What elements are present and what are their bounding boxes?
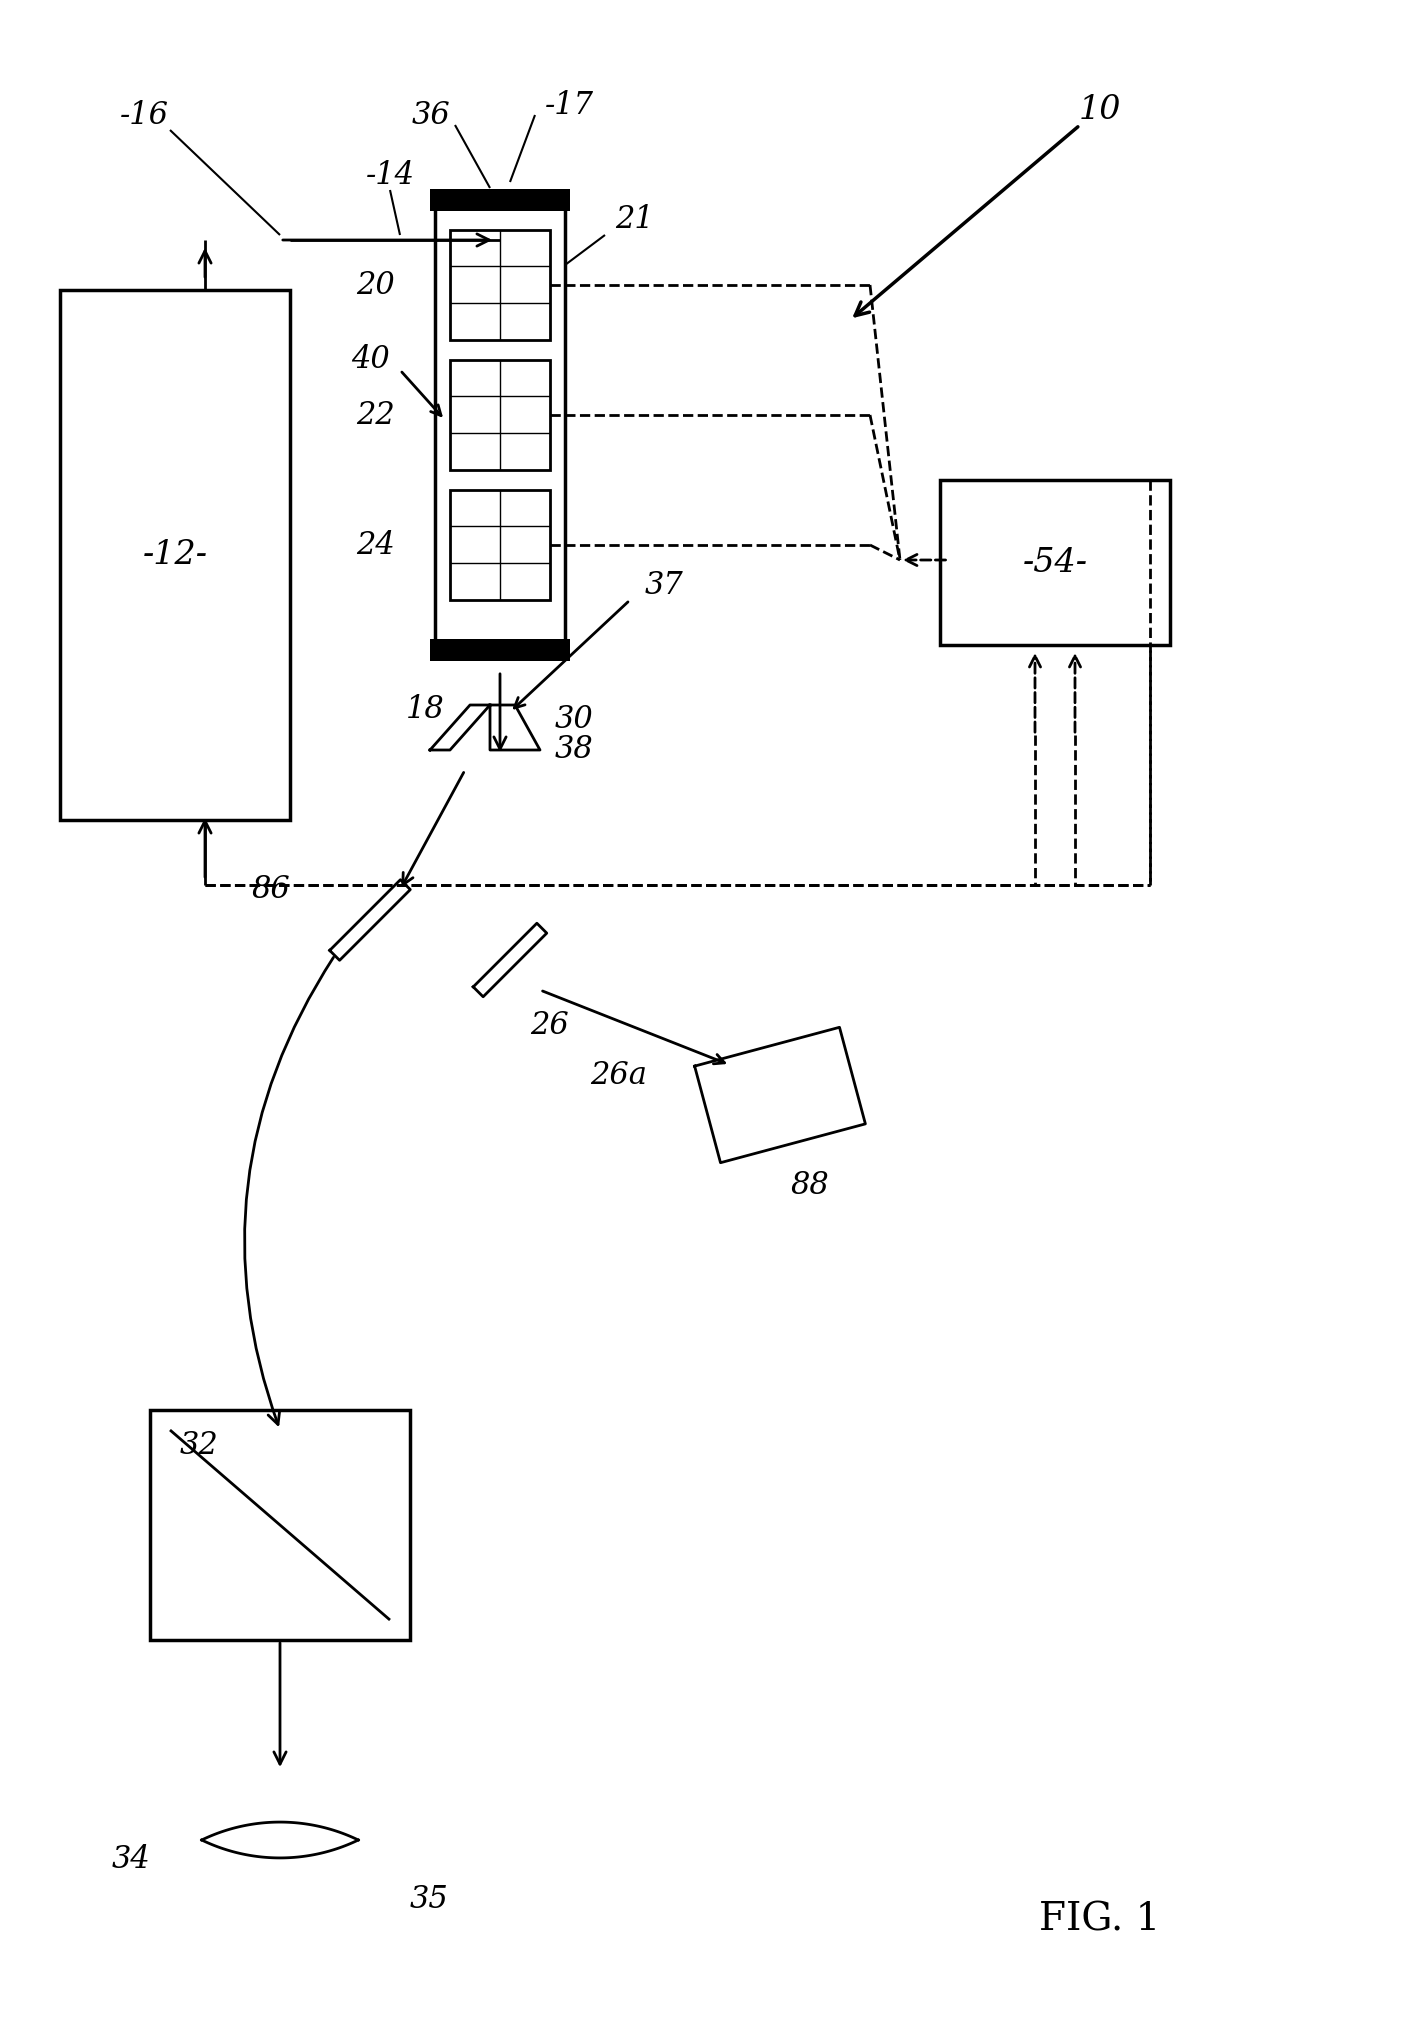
Bar bbox=[451, 360, 551, 471]
Text: 30: 30 bbox=[555, 705, 594, 735]
Text: FIG. 1: FIG. 1 bbox=[1039, 1901, 1160, 1939]
Text: 35: 35 bbox=[410, 1885, 449, 1915]
Text: 22: 22 bbox=[356, 400, 396, 430]
Bar bbox=[429, 190, 570, 210]
Text: 40: 40 bbox=[351, 345, 390, 376]
Bar bbox=[941, 481, 1170, 644]
Bar bbox=[435, 200, 565, 650]
Bar bbox=[451, 230, 551, 339]
Bar bbox=[429, 638, 570, 661]
Text: 20: 20 bbox=[356, 269, 396, 301]
Text: 26a: 26a bbox=[590, 1060, 646, 1091]
Bar bbox=[61, 291, 290, 820]
Text: 21: 21 bbox=[615, 204, 653, 236]
Text: 26: 26 bbox=[529, 1010, 569, 1040]
Text: 32: 32 bbox=[180, 1430, 218, 1460]
Text: 36: 36 bbox=[411, 99, 451, 131]
Text: 37: 37 bbox=[645, 570, 684, 600]
Text: 18: 18 bbox=[407, 695, 445, 725]
Text: 24: 24 bbox=[356, 529, 396, 560]
Bar bbox=[151, 1410, 410, 1640]
Text: -14: -14 bbox=[366, 160, 414, 190]
Text: 34: 34 bbox=[111, 1844, 151, 1875]
Text: -12-: -12- bbox=[142, 539, 207, 572]
Text: -54-: -54- bbox=[1022, 547, 1087, 578]
Text: -17: -17 bbox=[545, 89, 594, 121]
Text: -16: -16 bbox=[120, 99, 169, 131]
Text: 88: 88 bbox=[791, 1170, 829, 1200]
Text: 86: 86 bbox=[251, 875, 290, 905]
Text: 38: 38 bbox=[555, 735, 594, 766]
Text: 10: 10 bbox=[1079, 95, 1121, 125]
Bar bbox=[451, 491, 551, 600]
